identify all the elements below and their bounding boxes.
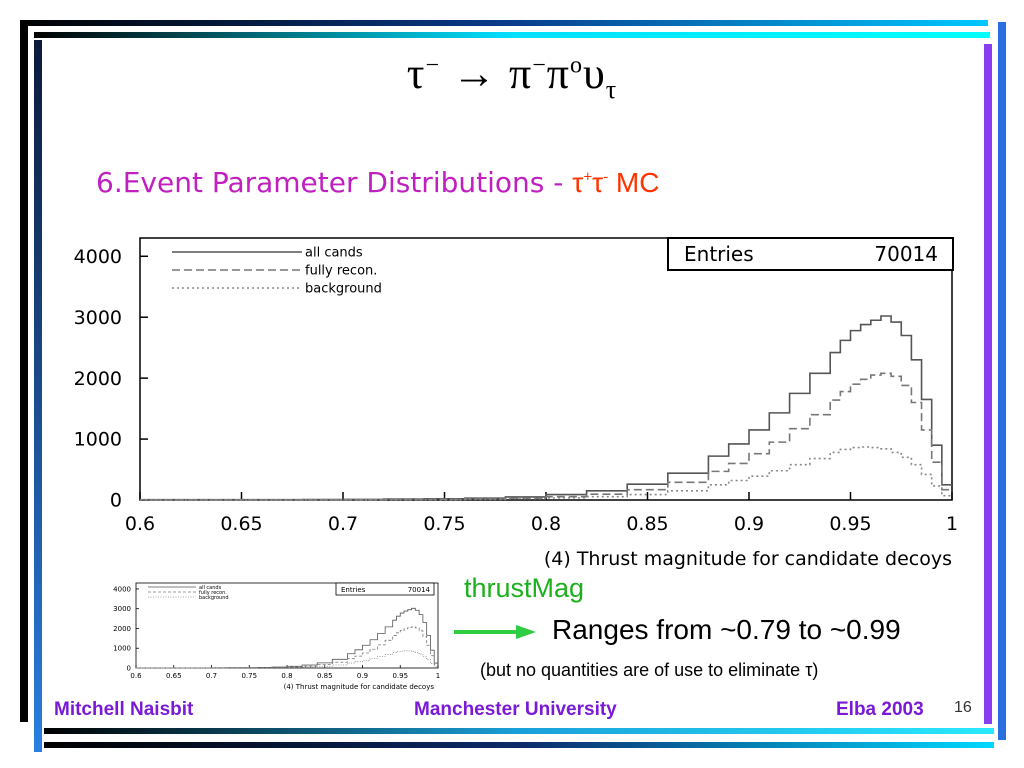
thumbnail-series-fully-recon- bbox=[136, 626, 438, 669]
series-background bbox=[140, 446, 952, 501]
x-tick-label: 0.8 bbox=[531, 513, 561, 535]
thumbnail-series-background bbox=[136, 650, 438, 669]
x-tick-label: 0.7 bbox=[328, 513, 358, 535]
x-tick-label: 0.95 bbox=[829, 513, 871, 535]
thumbnail-legend-label: background bbox=[199, 595, 229, 601]
thrustmag-label: thrustMag bbox=[464, 573, 585, 603]
frame-bottom-bar-black bbox=[44, 728, 994, 734]
stats-box bbox=[667, 237, 954, 271]
thumbnail-x-tick-label: 0.85 bbox=[317, 672, 333, 680]
page-number: 16 bbox=[954, 699, 972, 716]
footer-institution: Manchester University bbox=[414, 699, 617, 720]
frame-right-bar-purple bbox=[984, 44, 992, 724]
footer-author: Mitchell Naisbit bbox=[54, 699, 194, 720]
y-tick-label: 1000 bbox=[74, 429, 122, 451]
thumbnail-y-tick-label: 3000 bbox=[113, 605, 131, 613]
thumbnail-stats-value: 70014 bbox=[408, 586, 431, 594]
y-tick-label: 3000 bbox=[74, 307, 122, 329]
thumbnail-legend-label: all cands bbox=[199, 585, 222, 591]
frame-right-bar-blue bbox=[998, 22, 1006, 740]
x-tick-label: 0.75 bbox=[423, 513, 465, 535]
thumbnail-y-tick-label: 0 bbox=[127, 664, 131, 672]
y-tick-label: 0 bbox=[110, 490, 122, 512]
thumbnail-stats-box bbox=[335, 582, 435, 596]
frame-left-bar-black bbox=[20, 22, 28, 722]
thumbnail-y-tick-label: 2000 bbox=[113, 625, 131, 633]
section-subtitle: 6.Event Parameter Distributions - τ+τ- M… bbox=[96, 166, 660, 199]
series-fully-recon- bbox=[140, 372, 952, 501]
x-tick-label: 1 bbox=[946, 513, 958, 535]
footer-event: Elba 2003 bbox=[836, 699, 924, 720]
thumbnail-y-tick-label: 1000 bbox=[113, 645, 131, 653]
thumbnail-stats-label: Entries bbox=[341, 586, 366, 594]
thumbnail-x-tick-label: 0.9 bbox=[357, 672, 368, 680]
stats-box-value: 70014 bbox=[874, 242, 938, 266]
x-tick-label: 0.85 bbox=[626, 513, 668, 535]
stats-box-label: Entries bbox=[684, 242, 754, 266]
thumbnail-x-tick-label: 0.65 bbox=[166, 672, 182, 680]
frame-bottom-bar-blue bbox=[44, 742, 994, 748]
frame-top-bar-black bbox=[20, 20, 988, 26]
legend-label: background bbox=[305, 282, 382, 297]
frame-left-bar-blue bbox=[34, 40, 42, 752]
thumbnail-x-tick-label: 1 bbox=[436, 672, 440, 680]
thumbnail-x-tick-label: 0.75 bbox=[241, 672, 257, 680]
title-formula: τ− → π−πoυτ bbox=[406, 49, 618, 104]
y-tick-label: 4000 bbox=[74, 246, 122, 268]
arrow-right-icon bbox=[454, 625, 536, 639]
thumbnail-x-tick-label: 0.8 bbox=[281, 672, 292, 680]
legend-label: all cands bbox=[305, 246, 363, 261]
x-axis-label: (4) Thrust magnitude for candidate decoy… bbox=[544, 548, 952, 570]
thumbnail-histogram: 0.6 0.65 0.7 0.75 0.8 0.85 0.9 0.95 1 0 1000 2000 30… bbox=[113, 582, 440, 691]
legend-label: fully recon. bbox=[305, 264, 377, 279]
thumbnail-x-tick-label: 0.6 bbox=[130, 672, 142, 680]
range-text: Ranges from ~0.79 to ~0.99 bbox=[552, 614, 901, 645]
note-text: (but no quantities are of use to elimina… bbox=[480, 660, 819, 680]
thumbnail-legend-label: fully recon. bbox=[199, 590, 227, 596]
series-all-cands bbox=[140, 315, 952, 501]
thumbnail-x-label: (4) Thrust magnitude for candidate decoy… bbox=[284, 683, 435, 691]
y-tick-label: 2000 bbox=[74, 368, 122, 390]
thumbnail-x-tick-label: 0.7 bbox=[206, 672, 217, 680]
x-tick-label: 0.9 bbox=[734, 513, 764, 535]
thumbnail-y-tick-label: 4000 bbox=[113, 585, 131, 593]
x-tick-label: 0.65 bbox=[220, 513, 262, 535]
thumbnail-x-tick-label: 0.95 bbox=[392, 672, 408, 680]
frame-top-bar-cyan bbox=[34, 32, 990, 38]
x-tick-label: 0.6 bbox=[125, 513, 155, 535]
